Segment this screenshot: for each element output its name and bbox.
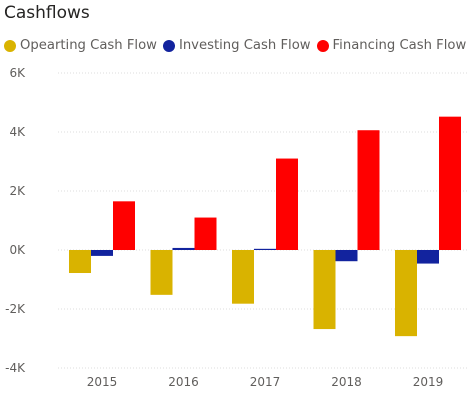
- legend-item-investing[interactable]: Investing Cash Flow: [162, 38, 311, 53]
- bar-investing-2015[interactable]: [91, 250, 113, 256]
- y-tick-label: 4K: [9, 125, 26, 139]
- bar-investing-2016[interactable]: [172, 247, 195, 250]
- bar-opearting-2016[interactable]: [150, 250, 173, 295]
- bar-opearting-2019[interactable]: [395, 250, 417, 337]
- legend-label-investing: Investing Cash Flow: [178, 38, 311, 53]
- legend-marker-operating: [4, 39, 16, 52]
- bar-financing-2018[interactable]: [357, 130, 380, 250]
- chart-title: Cashflows: [4, 3, 90, 23]
- x-tick-label: 2018: [331, 375, 362, 389]
- x-tick-label: 2015: [87, 375, 118, 389]
- bar-investing-2018[interactable]: [335, 250, 358, 262]
- bar-financing-2019[interactable]: [439, 116, 461, 250]
- legend-label-operating: Opearting Cash Flow: [20, 38, 157, 53]
- bar-financing-2017[interactable]: [276, 158, 298, 250]
- legend-marker-financing: [316, 39, 329, 52]
- y-tick-label: 6K: [9, 66, 26, 80]
- bar-investing-2017[interactable]: [254, 248, 276, 250]
- bar-opearting-2018[interactable]: [313, 250, 336, 330]
- legend: Opearting Cash Flow Investing Cash Flow …: [4, 38, 472, 53]
- bar-investing-2019[interactable]: [417, 250, 439, 264]
- x-tick-label: 2019: [413, 375, 444, 389]
- x-tick-label: 2016: [168, 375, 199, 389]
- bar-opearting-2017[interactable]: [232, 250, 254, 304]
- bar-financing-2016[interactable]: [194, 217, 217, 250]
- legend-label-financing: Financing Cash Flow: [332, 38, 467, 53]
- legend-marker-investing: [162, 39, 175, 52]
- legend-item-operating[interactable]: Opearting Cash Flow: [4, 38, 157, 53]
- y-tick-label: -4K: [5, 361, 26, 375]
- legend-item-financing[interactable]: Financing Cash Flow: [316, 38, 467, 53]
- y-tick-label: -2K: [5, 302, 26, 316]
- bar-opearting-2015[interactable]: [69, 250, 91, 274]
- bar-financing-2015[interactable]: [113, 201, 135, 250]
- y-tick-label: 0K: [9, 243, 26, 257]
- x-tick-label: 2017: [250, 375, 281, 389]
- y-tick-label: 2K: [9, 184, 26, 198]
